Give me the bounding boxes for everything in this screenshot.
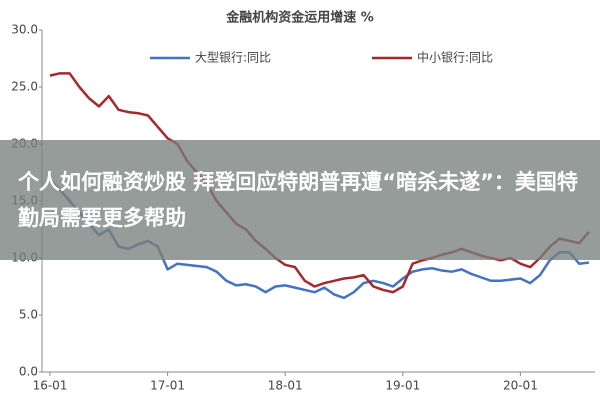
x-tick-label: 19-01 — [385, 379, 420, 393]
y-tick-label: 5.0 — [19, 308, 38, 322]
x-tick-label: 20-01 — [503, 379, 538, 393]
y-tick-label: 30.0 — [11, 23, 38, 37]
x-tick-label: 16-01 — [33, 379, 68, 393]
legend-label: 中小银行:同比 — [417, 50, 493, 65]
x-tick-label: 18-01 — [268, 379, 303, 393]
chart-title: 金融机构资金运用增速 % — [225, 10, 374, 26]
y-tick-label: 25.0 — [11, 80, 38, 94]
y-tick-label: 0.0 — [19, 365, 38, 379]
headline: 个人如何融资炒股 拜登回应特朗普再遭“暗杀未遂”：美国特勤局需要更多帮助 — [0, 140, 600, 260]
x-tick-label: 17-01 — [150, 379, 185, 393]
legend-label: 大型银行:同比 — [195, 51, 271, 65]
